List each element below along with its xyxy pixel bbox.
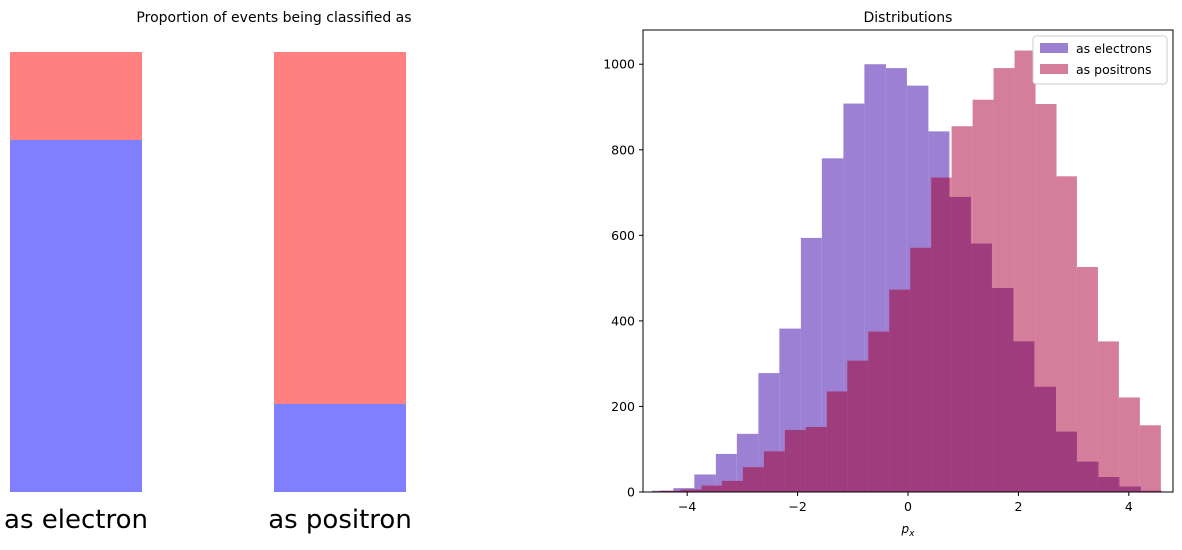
overlap-bin-1 [659,490,681,492]
overlap-bin-13 [910,247,932,492]
y-tick-label-2: 200 [611,399,635,414]
right-chart-title: Distributions [864,10,953,26]
overlap-bin-7 [784,429,806,492]
overlap-bin-4 [721,480,743,492]
y-axis-ticks: 0 200 400 600 800 1000 [603,57,643,500]
histogram-bars [651,50,1162,493]
stacked-bar-segment-1-2 [274,404,406,492]
positron-bin-23 [1118,397,1140,492]
y-tick-label-4: 600 [611,228,635,243]
overlap-bin-11 [868,331,890,492]
positron-bin-21 [1076,266,1098,492]
overlap-bin-3 [701,485,722,492]
overlap-bin-14 [931,177,952,493]
overlap-bin-6 [763,451,785,492]
overlap-bin-5 [742,467,764,492]
x-tick-label-2: −2 [788,499,806,514]
overlap-bin-15 [951,126,973,492]
legend-swatch-2 [1040,64,1068,74]
x-axis-ticks: −4 −2 0 2 4 [678,492,1133,514]
y-tick-label-5: 800 [611,142,635,157]
stacked-bar-segment-1-1 [10,140,142,492]
category-label-1: as electron [4,505,148,535]
legend-label-1: as electrons [1076,41,1152,56]
positron-bin-22 [1097,341,1119,492]
overlap-bin-8 [805,426,827,492]
x-tick-label-1: −4 [678,499,696,514]
x-tick-label-3: 0 [904,499,912,514]
right-chart-distributions: Distributions −4 −2 0 2 4 02004006008001000 … [603,10,1174,539]
legend: as electrons as positrons [1032,35,1168,85]
overlap-bin-12 [889,289,911,492]
stacked-bar-segment-2-2 [274,52,406,404]
category-label-2: as positron [268,505,412,535]
x-axis-label: px [901,522,916,539]
left-chart-proportion: Proportion of events being classified as… [4,10,412,535]
y-tick-label-1: 0 [627,485,635,500]
x-tick-label-4: 2 [1014,499,1022,514]
overlap-bin-2 [680,489,702,492]
positron-bin-20 [1056,176,1077,493]
y-tick-label-3: 400 [611,313,635,328]
x-axis-label-main: p [901,522,910,536]
overlap-bin-9 [826,391,848,492]
positron-bin-24 [1139,425,1161,492]
legend-label-2: as positrons [1076,62,1152,77]
stacked-bar-segment-2-1 [10,52,142,140]
left-chart-bars [10,52,406,492]
legend-swatch-1 [1040,43,1068,53]
overlap-bin-10 [847,360,869,492]
left-chart-title: Proportion of events being classified as [136,10,411,26]
x-tick-label-5: 4 [1125,499,1133,514]
y-tick-label-6: 1000 [603,57,635,72]
x-axis-label-subscript: x [908,529,915,539]
left-chart-category-labels: as electron as positron [4,505,412,535]
